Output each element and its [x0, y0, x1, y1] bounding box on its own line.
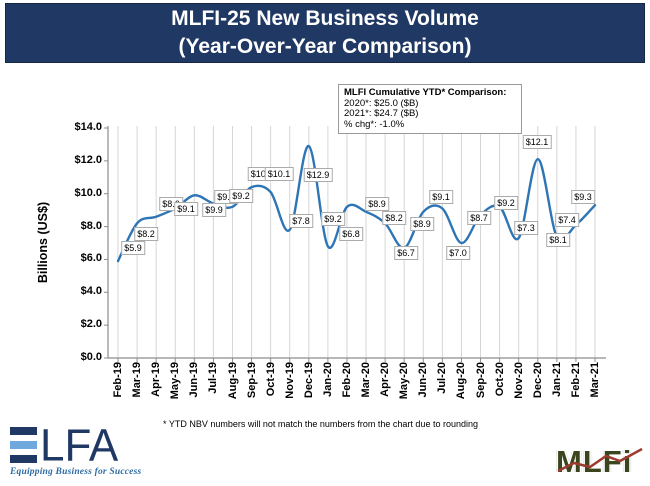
data-label: $6.7 [394, 246, 418, 260]
y-tick-label: $14.0 [74, 121, 102, 133]
data-label: $8.1 [546, 233, 570, 247]
data-label: $9.2 [321, 212, 345, 226]
x-tick-label: Mar-19 [131, 362, 144, 398]
x-tick-label: Oct-19 [264, 362, 277, 397]
data-label: $7.0 [446, 246, 470, 260]
nbv-trend-line [116, 144, 597, 263]
data-label: $8.9 [365, 197, 389, 211]
chart-title-line1: MLFI-25 New Business Volume [171, 7, 479, 30]
y-tick-label: $2.0 [80, 318, 102, 331]
elfa-logo: LFA Equipping Business for Success [10, 420, 160, 477]
data-label: $7.3 [514, 221, 538, 235]
data-label: $7.8 [289, 214, 313, 228]
y-tick-label: $8.0 [80, 219, 102, 232]
data-label: $9.3 [571, 190, 595, 204]
x-tick-label: Jun-20 [417, 362, 430, 398]
footnote: * YTD NBV numbers will not match the num… [163, 419, 478, 429]
ytd-comparison-box: MLFI Cumulative YTD* Comparison: 2020*: … [338, 84, 522, 134]
ytd-2021: 2021*: $24.7 ($B) [344, 108, 419, 119]
x-tick-label: Aug-19 [226, 362, 239, 400]
y-tick-label: $6.0 [80, 252, 102, 265]
x-tick-label: Jan-20 [321, 362, 334, 397]
y-tick-label: $12.0 [74, 153, 102, 166]
chart-title-bar: MLFI-25 New Business Volume (Year-Over-Y… [5, 3, 645, 63]
elfa-wordmark: LFA [40, 420, 119, 471]
x-tick-label: Mar-20 [360, 362, 372, 398]
data-label: $5.9 [121, 241, 145, 255]
x-tick-label: Jan-21 [550, 362, 563, 397]
data-label: $7.4 [555, 213, 579, 227]
x-tick-label: Jul-19 [207, 362, 220, 394]
chart-title-line2: (Year-Over-Year Comparison) [178, 35, 472, 58]
data-label: $8.9 [410, 217, 434, 231]
mlfi-trendline-icon [557, 447, 643, 473]
y-tick-label: $4.0 [80, 285, 102, 298]
x-tick-label: Jun-19 [188, 362, 201, 398]
data-label: $9.1 [429, 190, 453, 204]
x-tick-label: Apr-19 [150, 362, 163, 397]
x-tick-label: Oct-20 [493, 362, 506, 397]
x-tick-label: Feb-20 [341, 362, 353, 398]
ytd-pct-change: % chg*: -1.0% [344, 118, 405, 130]
ytd-heading: MLFI Cumulative YTD* Comparison: [344, 87, 507, 98]
data-label: $6.8 [339, 227, 363, 241]
data-label: $9.9 [202, 203, 226, 217]
x-tick-label: Mar-21 [589, 362, 601, 398]
data-label: $9.1 [174, 202, 198, 216]
x-tick-label: Sep-20 [474, 362, 487, 399]
x-tick-label: Apr-20 [379, 362, 392, 397]
x-tick-label: Nov-20 [512, 362, 525, 399]
mlfi-logo: MLFi [556, 444, 646, 482]
data-label: $9.2 [494, 196, 518, 210]
y-tick-label: $0.0 [80, 351, 102, 364]
x-tick-label: Dec-19 [302, 362, 315, 399]
data-label: $10.1 [264, 167, 294, 181]
x-tick-label: Aug-20 [455, 362, 468, 400]
elfa-e-bars-icon [10, 427, 37, 463]
x-tick-label: Dec-20 [531, 362, 544, 399]
data-label: $8.2 [382, 211, 406, 225]
x-tick-label: Feb-21 [569, 362, 582, 398]
ytd-2020: 2020*: $25.0 ($B) [344, 97, 419, 109]
x-tick-label: Jul-20 [436, 362, 449, 394]
x-tick-label: May-19 [169, 362, 182, 400]
x-tick-label: Sep-19 [245, 362, 258, 399]
data-label: $8.2 [134, 227, 158, 241]
x-tick-label: Feb-19 [112, 362, 124, 398]
x-tick-label: Nov-19 [283, 362, 296, 399]
data-label: $8.7 [467, 211, 491, 225]
x-tick-label: May-20 [398, 362, 411, 400]
y-tick-label: $10.0 [74, 186, 102, 199]
data-label: $12.9 [303, 168, 333, 182]
elfa-tagline: Equipping Business for Success [10, 467, 142, 477]
data-label: $12.1 [522, 135, 552, 149]
data-label: $9.2 [229, 189, 253, 203]
